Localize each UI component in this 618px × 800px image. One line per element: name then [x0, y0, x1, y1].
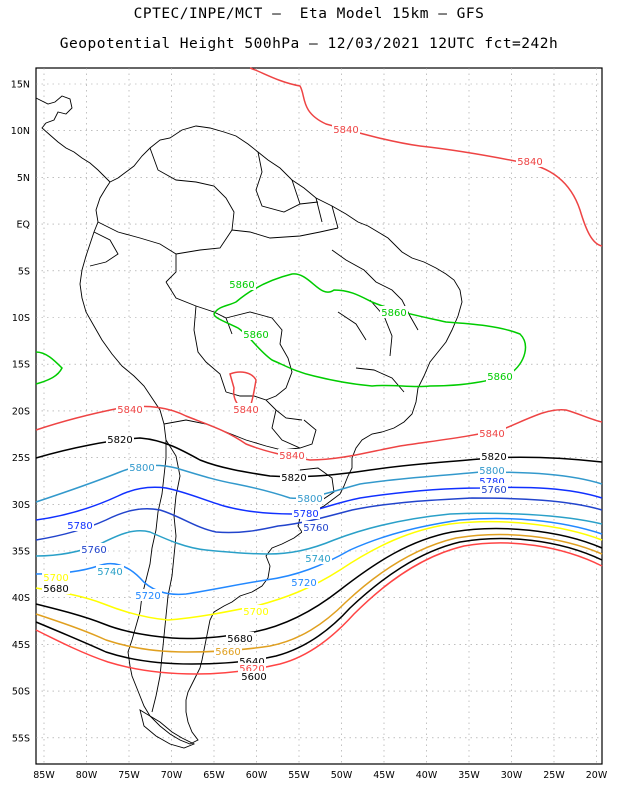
label-5660: 5660: [215, 647, 240, 658]
lon-tick-label: 55W: [288, 770, 310, 781]
label-5860: 5860: [381, 308, 406, 319]
lon-tick-label: 45W: [373, 770, 395, 781]
lat-tick-label: 5S: [18, 266, 30, 277]
lon-tick-label: 60W: [246, 770, 268, 781]
lat-tick-label: 10S: [12, 313, 30, 324]
lon-tick-label: 75W: [118, 770, 140, 781]
lat-tick-label: 10N: [11, 126, 30, 137]
border-peru-brazil: [165, 281, 233, 335]
lon-tick-label: 50W: [331, 770, 353, 781]
border-brazil-north: [175, 227, 339, 255]
contour-5760: [35, 497, 603, 541]
label-5760: 5760: [303, 523, 328, 534]
label-5800: 5800: [129, 463, 154, 474]
lon-tick-label: 20W: [586, 770, 608, 781]
contour-5620: [35, 542, 603, 675]
label-5780: 5780: [67, 521, 92, 532]
lon-tick-label: 80W: [76, 770, 98, 781]
lat-tick-label: 40S: [12, 593, 30, 604]
contour-5640: [35, 537, 603, 665]
lon-tick-label: 85W: [33, 770, 55, 781]
lon-tick-label: 25W: [543, 770, 565, 781]
border-colombia-peru: [97, 221, 177, 283]
label-5700: 5700: [243, 607, 268, 618]
map-title-line1: CPTEC/INPE/MCT – Eta Model 15km – GFS: [133, 6, 485, 22]
border-guianas: [291, 179, 339, 229]
label-5640: 5640: [239, 657, 264, 668]
label-5700: 5700: [43, 573, 68, 584]
map-title-line2: Geopotential Height 500hPa – 12/03/2021 …: [59, 36, 559, 52]
contour-labels: 5840 5840 5840 5840 5840 5840 5860 5860 …: [42, 123, 544, 683]
label-5820: 5820: [107, 435, 132, 446]
lat-tick-label: 15N: [11, 80, 30, 91]
lat-tick-label: 25S: [12, 453, 30, 464]
lat-tick-label: 50S: [12, 687, 30, 698]
contour-5840-bolivia: [229, 371, 257, 413]
lon-tick-label: 40W: [416, 770, 438, 781]
label-5840: 5840: [333, 125, 358, 136]
label-5760: 5760: [81, 545, 106, 556]
label-5720: 5720: [291, 578, 316, 589]
tierra-del-fuego: [139, 709, 196, 749]
lat-tick-label: EQ: [17, 220, 30, 231]
contour-5700: [35, 520, 603, 621]
lat-tick-label: 45S: [12, 640, 30, 651]
border-chile-argentina: [151, 439, 181, 713]
label-5600: 5600: [241, 672, 266, 683]
lat-tick-label: 20S: [12, 406, 30, 417]
label-5800: 5800: [479, 466, 504, 477]
label-5840: 5840: [279, 451, 304, 462]
label-5780: 5780: [479, 477, 504, 488]
label-5780: 5780: [293, 509, 318, 520]
contour-5740: [35, 512, 603, 557]
label-5760: 5760: [481, 485, 506, 496]
contour-5840-north: [249, 67, 603, 247]
label-5680: 5680: [227, 634, 252, 645]
lon-tick-label: 30W: [501, 770, 523, 781]
label-5680: 5680: [43, 584, 68, 595]
lon-tick-label: 35W: [458, 770, 480, 781]
label-5860: 5860: [229, 280, 254, 291]
border-ecuador: [89, 231, 119, 267]
contour-5720: [35, 517, 603, 596]
contour-5660: [35, 533, 603, 653]
border-bolivia-brazil: [225, 311, 293, 401]
contour-5680: [35, 527, 603, 640]
axis-ticks: 15N 10N 5N EQ 5S 10S 15S 20S 25S 30S 35S 40S 45S 50S 5…: [11, 80, 608, 782]
label-5720: 5720: [135, 591, 160, 602]
contour-layer: [35, 67, 603, 675]
lat-tick-label: 55S: [12, 733, 30, 744]
border-bolivia-paraguay: [225, 391, 303, 421]
lon-tick-label: 70W: [161, 770, 183, 781]
border-colombia-venezuela: [149, 147, 235, 231]
map-frame: [35, 67, 603, 765]
lat-tick-label: 35S: [12, 547, 30, 558]
label-5840: 5840: [117, 405, 142, 416]
label-5860: 5860: [243, 330, 268, 341]
label-5840: 5840: [479, 429, 504, 440]
label-5860: 5860: [487, 372, 512, 383]
label-5820: 5820: [281, 473, 306, 484]
label-5740: 5740: [305, 554, 330, 565]
lon-tick-label: 65W: [203, 770, 225, 781]
label-5740: 5740: [97, 567, 122, 578]
label-5620: 5620: [239, 664, 264, 675]
border-brazil-east: [331, 249, 419, 393]
label-5820: 5820: [481, 452, 506, 463]
lat-tick-label: 30S: [12, 500, 30, 511]
lat-tick-label: 5N: [17, 173, 30, 184]
lat-tick-label: 15S: [12, 360, 30, 371]
coastline-central-america: [35, 95, 111, 183]
label-5840: 5840: [517, 157, 542, 168]
contour-5880: [35, 351, 63, 385]
border-peru-bolivia: [193, 305, 227, 393]
coastline-south-america: [79, 125, 463, 745]
label-5840: 5840: [233, 405, 258, 416]
label-5800: 5800: [297, 494, 322, 505]
